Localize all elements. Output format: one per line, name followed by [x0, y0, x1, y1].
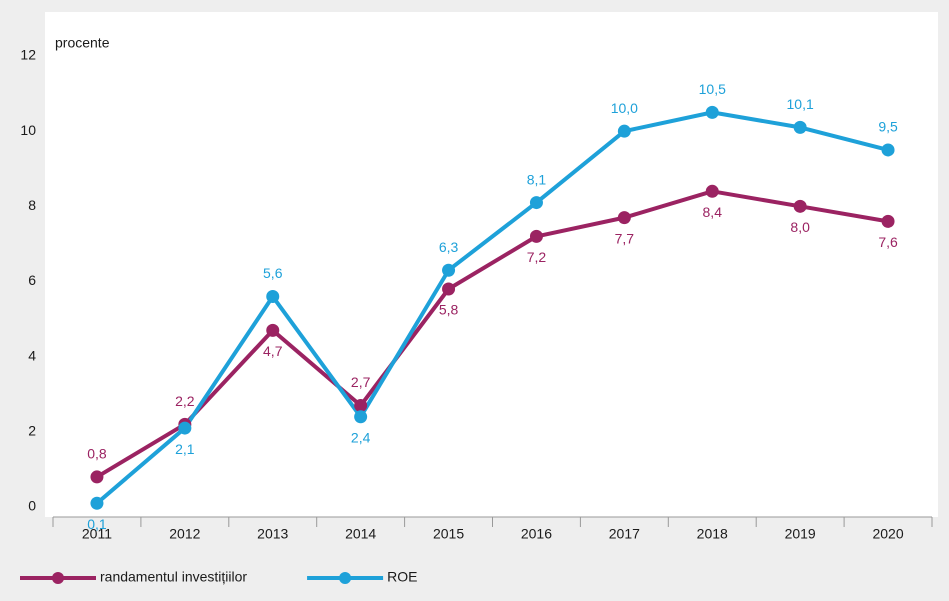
data-label: 9,5: [878, 119, 898, 135]
x-tick-label: 2011: [82, 526, 112, 542]
y-tick-label: 12: [20, 47, 36, 63]
data-label: 8,0: [790, 219, 810, 235]
point: [617, 124, 631, 138]
legend-marker: [52, 572, 64, 584]
x-tick-label: 2017: [609, 526, 640, 542]
data-label: 7,7: [615, 230, 635, 246]
x-tick-label: 2020: [872, 526, 903, 542]
point: [793, 120, 807, 134]
data-label: 2,2: [175, 393, 195, 409]
series-line: [95, 189, 889, 479]
y-tick-label: 8: [28, 197, 36, 213]
y-tick-label: 6: [28, 272, 36, 288]
point: [529, 229, 543, 243]
point: [617, 211, 631, 225]
y-tick-label: 10: [20, 122, 36, 138]
x-tick-label: 2019: [785, 526, 816, 542]
data-label: 0,1: [87, 516, 107, 532]
point: [266, 290, 280, 304]
x-tick-label: 2014: [345, 526, 376, 542]
point: [705, 105, 719, 119]
point: [705, 184, 719, 198]
point: [881, 143, 895, 157]
data-label: 0,8: [87, 446, 107, 462]
series-line: [95, 110, 889, 505]
legend-label: randamentul investițiilor: [100, 569, 247, 585]
data-label: 5,8: [439, 302, 459, 318]
data-label: 10,1: [787, 96, 814, 112]
point: [793, 199, 807, 213]
x-tick-label: 2015: [433, 526, 464, 542]
data-label: 5,6: [263, 265, 283, 281]
point: [178, 421, 192, 435]
point: [354, 399, 368, 413]
x-tick-label: 2016: [521, 526, 552, 542]
point: [354, 410, 368, 424]
legend-label: ROE: [387, 569, 417, 585]
legend-marker: [339, 572, 352, 584]
y-tick-label: 4: [28, 347, 36, 363]
data-label: 10,5: [699, 81, 726, 97]
point: [90, 496, 104, 510]
x-tick-label: 2013: [257, 526, 288, 542]
y-tick-label: 2: [28, 423, 36, 439]
data-label: 2,1: [175, 441, 195, 457]
y-axis-label: procente: [55, 35, 110, 51]
data-label: 4,7: [263, 343, 283, 359]
data-label: 8,4: [703, 204, 723, 220]
point: [442, 282, 456, 296]
data-label: 7,2: [527, 249, 547, 265]
data-label: 2,7: [351, 374, 371, 390]
data-label: 2,4: [351, 430, 371, 446]
point: [90, 470, 104, 484]
data-label: 8,1: [527, 171, 547, 187]
point: [266, 323, 280, 337]
x-tick-label: 2018: [697, 526, 728, 542]
y-tick-label: 0: [28, 498, 36, 514]
x-tick-label: 2012: [169, 526, 200, 542]
data-label: 7,6: [878, 234, 898, 250]
point: [529, 196, 543, 210]
point: [881, 214, 895, 228]
data-label: 6,3: [439, 239, 459, 255]
data-label: 10,0: [611, 100, 638, 116]
point: [442, 263, 456, 277]
